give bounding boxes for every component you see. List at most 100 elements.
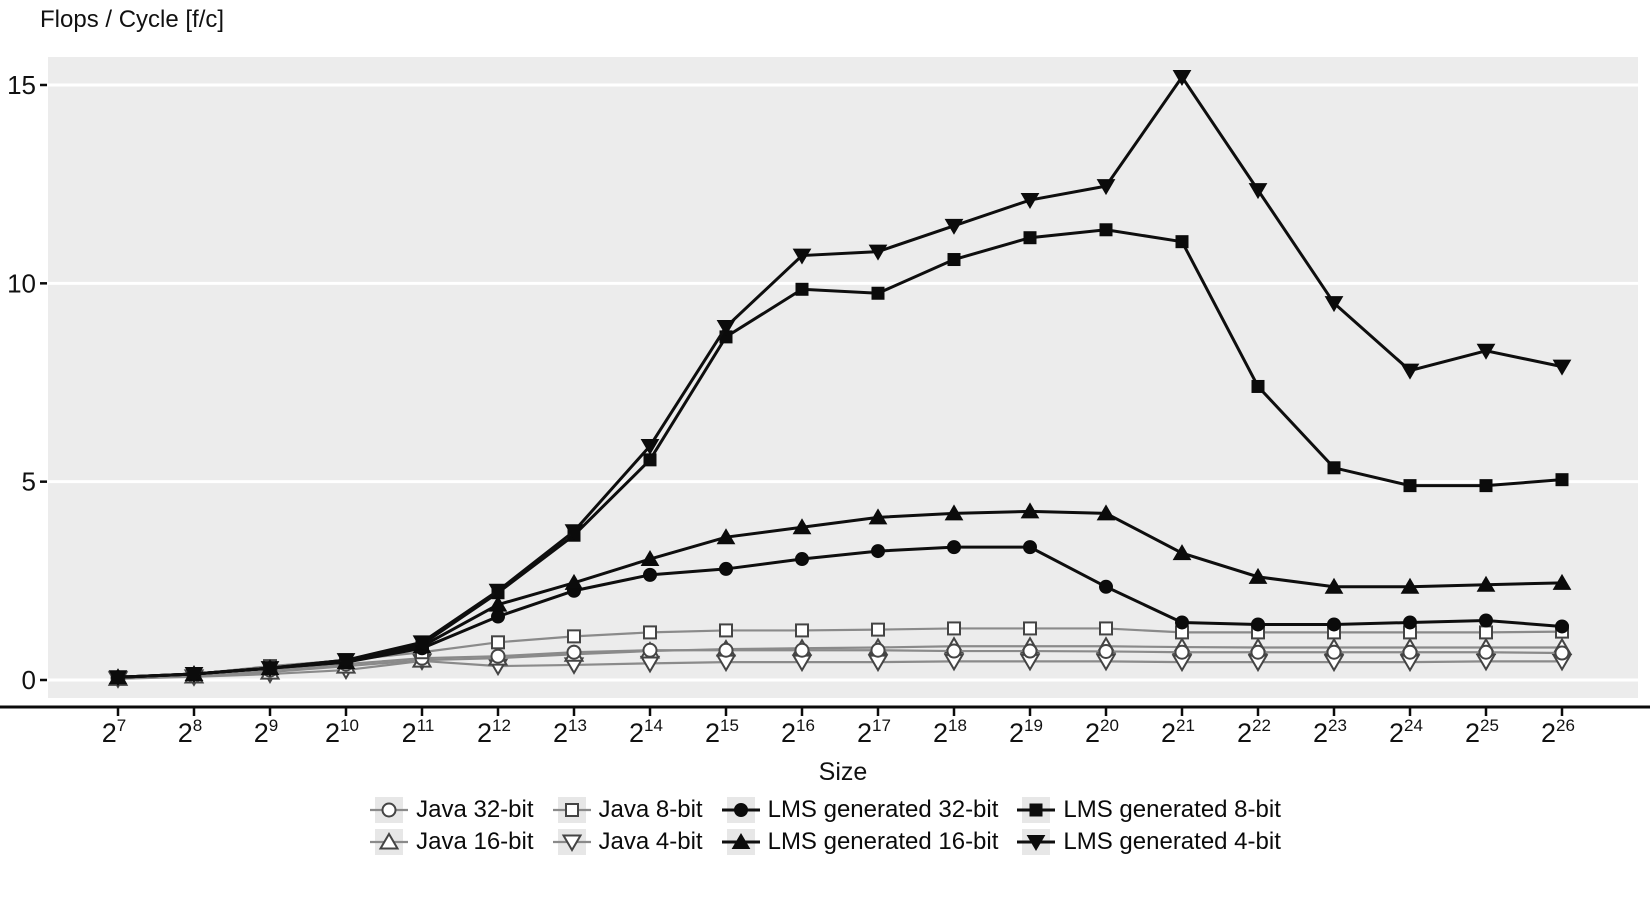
- data-point-marker: [642, 642, 658, 658]
- x-tick-label: 217: [857, 716, 891, 748]
- data-point-marker: [868, 508, 888, 525]
- x-tick-label: 27: [102, 716, 127, 748]
- data-point-marker: [1023, 231, 1037, 245]
- legend-marker-triangle-down-icon: [552, 829, 591, 855]
- data-point-marker: [1175, 615, 1189, 630]
- legend-marker-circle-icon: [370, 797, 409, 823]
- x-tick-label: 214: [629, 716, 663, 748]
- data-point-marker: [792, 248, 812, 265]
- data-point-marker: [947, 253, 961, 267]
- data-point-marker: [1251, 379, 1265, 393]
- x-tick-label: 221: [1161, 716, 1195, 748]
- data-point-marker: [567, 629, 581, 644]
- legend-item-lms-generated-32-bit: LMS generated 32-bit: [721, 795, 999, 825]
- data-point-marker: [1476, 575, 1496, 592]
- data-point-marker: [1479, 613, 1493, 628]
- x-tick-label: 28: [178, 716, 203, 748]
- legend-label: Java 16-bit: [416, 828, 534, 855]
- legend-marker-glyph: [381, 802, 397, 818]
- legend-label: Java 32-bit: [416, 796, 534, 823]
- data-point-marker: [643, 453, 657, 467]
- legend-row: Java 32-bit Java 8-bit LMS generated 32-bi…: [369, 795, 1281, 825]
- data-point-marker: [108, 670, 128, 687]
- legend-marker-glyph: [733, 803, 748, 817]
- legend-item-lms-generated-4-bit: LMS generated 4-bit: [1016, 827, 1281, 857]
- legend-marker-glyph: [1027, 835, 1046, 851]
- x-tick-label: 222: [1237, 716, 1271, 748]
- data-point-marker: [795, 282, 809, 296]
- legend-marker-circle-icon: [721, 797, 760, 823]
- y-tick-label: 5: [22, 467, 36, 497]
- data-point-marker: [1555, 473, 1569, 487]
- legend-label: Java 8-bit: [598, 796, 703, 823]
- data-point-marker: [871, 544, 885, 559]
- data-point-marker: [640, 438, 660, 455]
- data-point-marker: [1248, 183, 1268, 200]
- data-point-marker: [336, 653, 356, 670]
- y-tick-label: 0: [22, 665, 36, 695]
- data-point-marker: [716, 319, 736, 336]
- legend-marker-glyph: [564, 803, 579, 817]
- legend-item-java-8-bit: Java 8-bit: [552, 795, 703, 825]
- data-point-marker: [643, 625, 657, 640]
- x-axis-title: Size: [819, 758, 868, 786]
- legend-item-java-16-bit: Java 16-bit: [369, 827, 534, 857]
- legend-item-lms-generated-16-bit: LMS generated 16-bit: [721, 827, 998, 857]
- legend-item-lms-generated-8-bit: LMS generated 8-bit: [1016, 795, 1281, 825]
- data-point-marker: [1172, 544, 1192, 561]
- data-point-marker: [794, 642, 810, 658]
- x-tick-label: 218: [933, 716, 967, 748]
- legend-marker-triangle-up-icon: [370, 829, 409, 855]
- y-tick-label: 15: [7, 70, 36, 100]
- data-point-marker: [944, 504, 964, 521]
- legend-label: LMS generated 32-bit: [767, 796, 999, 823]
- x-tick-label: 226: [1541, 716, 1575, 748]
- legend-item-java-32-bit: Java 32-bit: [369, 795, 534, 825]
- data-point-marker: [1099, 621, 1113, 636]
- legend-label: LMS generated 8-bit: [1063, 796, 1281, 823]
- data-point-marker: [1250, 644, 1266, 660]
- data-point-marker: [412, 635, 432, 652]
- data-point-marker: [944, 218, 964, 235]
- data-point-marker: [792, 518, 812, 535]
- data-point-marker: [795, 552, 809, 567]
- data-point-marker: [1023, 621, 1037, 636]
- series-lms-generated-4-bit: [108, 70, 1572, 687]
- legend-marker-triangle-up-icon: [721, 829, 760, 855]
- data-point-marker: [184, 667, 204, 684]
- data-point-marker: [795, 623, 809, 638]
- data-point-marker: [947, 540, 961, 555]
- data-point-marker: [491, 609, 505, 624]
- x-tick-label: 216: [781, 716, 815, 748]
- series-line: [117, 649, 1563, 680]
- data-point-marker: [260, 661, 280, 678]
- legend-marker-triangle-down-icon: [1017, 829, 1056, 855]
- data-point-marker: [643, 567, 657, 582]
- x-tick-label: 219: [1009, 716, 1043, 748]
- data-point-marker: [1099, 223, 1113, 237]
- data-point-marker: [1552, 573, 1572, 590]
- data-point-marker: [1020, 193, 1040, 210]
- x-tick-label: 212: [477, 716, 511, 748]
- legend-marker-glyph: [561, 834, 582, 852]
- data-point-marker: [1326, 644, 1342, 660]
- data-point-marker: [488, 595, 508, 612]
- legend-marker-glyph: [378, 832, 400, 850]
- data-point-marker: [1096, 179, 1116, 196]
- series-line: [117, 509, 1563, 679]
- x-tick-label: 215: [705, 716, 739, 748]
- data-point-marker: [491, 635, 505, 650]
- data-point-marker: [640, 550, 660, 567]
- series-line: [117, 74, 1563, 679]
- data-point-marker: [1400, 577, 1420, 594]
- data-point-marker: [1099, 579, 1113, 594]
- x-tick-label: 220: [1085, 716, 1119, 748]
- data-point-marker: [488, 583, 508, 600]
- data-point-marker: [1248, 567, 1268, 584]
- data-point-marker: [1022, 643, 1038, 659]
- data-point-marker: [1324, 296, 1344, 313]
- data-point-marker: [719, 623, 733, 638]
- data-point-marker: [1554, 645, 1570, 661]
- data-point-marker: [1175, 235, 1189, 249]
